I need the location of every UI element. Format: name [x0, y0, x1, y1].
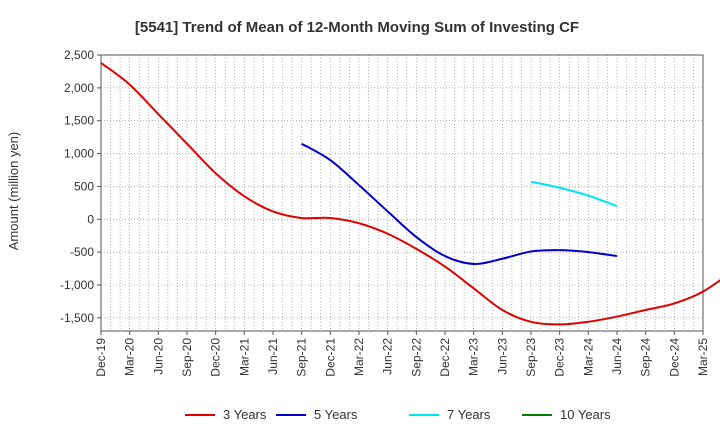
x-tick-label: Mar-21 [237, 338, 251, 376]
y-tick-label: -500 [70, 245, 94, 259]
x-tick-label: Dec-19 [94, 338, 108, 377]
x-tick-label: Dec-21 [323, 338, 337, 377]
y-axis-ticks: 2,500 2,000 1,500 1,000 500 0 -500 -1,000 -1,500 [60, 48, 101, 325]
series-lines [100, 62, 720, 326]
chart-title: [5541] Trend of Mean of 12-Month Moving … [135, 19, 579, 36]
x-tick-label: Sep-20 [180, 338, 194, 377]
y-tick-label: 2,000 [64, 81, 94, 95]
x-tick-label: Sep-23 [524, 338, 538, 377]
x-tick-label: Sep-21 [295, 338, 309, 377]
plot-frame [100, 54, 704, 332]
legend-label: 7 Years [447, 407, 491, 422]
x-tick-label: Mar-25 [696, 338, 710, 376]
series-line-5-years [301, 142, 618, 265]
legend-label: 3 Years [223, 407, 267, 422]
x-tick-label: Mar-24 [581, 338, 595, 376]
x-tick-label: Jun-23 [495, 338, 509, 375]
legend-item-7-years: 7 Years [409, 407, 491, 422]
x-tick-label: Mar-20 [123, 338, 137, 376]
x-tick-label: Dec-22 [438, 338, 452, 377]
series-line-7-years [530, 180, 618, 208]
legend-item-5-years: 5 Years [276, 407, 358, 422]
x-axis-ticks: Dec-19 Mar-20 Jun-20 Sep-20 Dec-20 Mar-21 Jun-… [94, 331, 710, 377]
y-tick-label: -1,000 [60, 278, 94, 292]
x-tick-label: Dec-20 [209, 338, 223, 377]
series-line-3-years [100, 62, 720, 326]
x-tick-label: Sep-24 [639, 338, 653, 377]
y-axis-label: Amount (million yen) [6, 132, 21, 251]
y-tick-label: 0 [87, 212, 94, 226]
legend-label: 5 Years [314, 407, 358, 422]
y-tick-label: 500 [74, 179, 94, 193]
x-tick-label: Jun-20 [151, 338, 165, 375]
plot-border [100, 54, 704, 332]
legend: 3 Years 5 Years 7 Years 10 Years [185, 407, 611, 422]
x-tick-label: Jun-22 [381, 338, 395, 375]
x-tick-label: Mar-22 [352, 338, 366, 376]
y-tick-label: 1,000 [64, 147, 94, 161]
x-tick-label: Jun-24 [610, 338, 624, 375]
y-tick-label: 1,500 [64, 114, 94, 128]
legend-label: 10 Years [560, 407, 611, 422]
legend-item-3-years: 3 Years [185, 407, 267, 422]
grid-lines [101, 54, 703, 331]
x-tick-label: Dec-24 [667, 338, 681, 377]
x-tick-label: Dec-23 [553, 338, 567, 377]
x-tick-label: Mar-23 [467, 338, 481, 376]
legend-item-10-years: 10 Years [522, 407, 611, 422]
x-tick-label: Sep-22 [409, 338, 423, 377]
y-tick-label: 2,500 [64, 48, 94, 62]
y-tick-label: -1,500 [60, 311, 94, 325]
x-tick-label: Jun-21 [266, 338, 280, 375]
